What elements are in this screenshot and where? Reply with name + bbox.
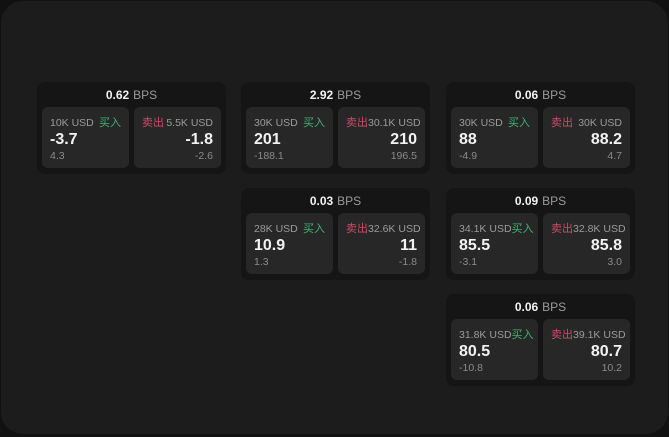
sell-tile[interactable]: 卖出 32.8K USD 85.8 3.0 (543, 213, 630, 274)
bps-unit-label: BPS (133, 87, 158, 102)
sell-price: 80.7 (590, 343, 622, 360)
buy-tile[interactable]: 31.8K USD 买入 80.5 -10.8 (451, 319, 538, 380)
buy-delta: 4.3 (50, 150, 65, 162)
bps-card: 0.06 BPS 31.8K USD 买入 80.5 -10.8 卖出 39.1… (446, 294, 635, 386)
sell-tile[interactable]: 卖出 30.1K USD 210 196.5 (338, 107, 425, 168)
sell-side-label: 卖出 (551, 223, 573, 235)
sell-side-label: 卖出 (551, 117, 573, 129)
card-header: 2.92 BPS (241, 82, 430, 107)
buy-price: 201 (254, 131, 281, 148)
buy-tile[interactable]: 34.1K USD 买入 85.5 -3.1 (451, 213, 538, 274)
sell-tile[interactable]: 卖出 39.1K USD 80.7 10.2 (543, 319, 630, 380)
buy-amount-label: 34.1K USD (459, 223, 512, 235)
sell-tile[interactable]: 卖出 32.6K USD 11 -1.8 (338, 213, 425, 274)
sell-tile[interactable]: 卖出 30K USD 88.2 4.7 (543, 107, 630, 168)
buy-amount-label: 10K USD (50, 117, 94, 129)
buy-side-label: 买入 (511, 223, 534, 235)
bps-value: 0.03 (309, 193, 334, 208)
bps-unit-label: BPS (542, 193, 567, 208)
sell-side-label: 卖出 (142, 117, 164, 129)
bps-card: 0.09 BPS 34.1K USD 买入 85.5 -3.1 卖出 32.8K… (446, 188, 635, 280)
buy-tile[interactable]: 10K USD 买入 -3.7 4.3 (42, 107, 129, 168)
card-header: 0.09 BPS (446, 188, 635, 213)
buy-side-label: 买入 (303, 117, 325, 129)
buy-amount-label: 30K USD (254, 117, 298, 129)
sell-amount-label: 5.5K USD (166, 117, 213, 129)
bps-unit-label: BPS (337, 87, 362, 102)
buy-side-label: 买入 (508, 117, 530, 129)
sell-price: -1.8 (185, 131, 213, 148)
card-header: 0.62 BPS (37, 82, 226, 107)
buy-tile[interactable]: 28K USD 买入 10.9 1.3 (246, 213, 333, 274)
bps-card: 0.62 BPS 10K USD 买入 -3.7 4.3 卖出 5.5K USD… (37, 82, 226, 174)
sell-amount-label: 32.8K USD (573, 223, 626, 235)
bps-unit-label: BPS (542, 87, 567, 102)
bps-value: 0.09 (514, 193, 539, 208)
buy-price: 85.5 (459, 237, 491, 254)
bps-value: 0.06 (514, 299, 539, 314)
sell-delta: -1.8 (398, 256, 417, 268)
buy-amount-label: 31.8K USD (459, 329, 512, 341)
buy-amount-label: 28K USD (254, 223, 298, 235)
buy-tile[interactable]: 30K USD 买入 201 -188.1 (246, 107, 333, 168)
buy-price: -3.7 (50, 131, 78, 148)
bps-card: 2.92 BPS 30K USD 买入 201 -188.1 卖出 30.1K … (241, 82, 430, 174)
sell-price: 85.8 (590, 237, 622, 254)
sell-delta: 3.0 (607, 256, 622, 268)
sell-amount-label: 30.1K USD (368, 117, 421, 129)
buy-price: 10.9 (254, 237, 286, 254)
sell-delta: 10.2 (601, 362, 622, 374)
bps-value: 0.06 (514, 87, 539, 102)
buy-side-label: 买入 (303, 223, 325, 235)
buy-side-label: 买入 (511, 329, 534, 341)
card-header: 0.06 BPS (446, 294, 635, 319)
sell-price: 210 (390, 131, 417, 148)
sell-side-label: 卖出 (346, 223, 368, 235)
buy-price: 88 (459, 131, 477, 148)
buy-delta: -10.8 (459, 362, 483, 374)
sell-price: 88.2 (590, 131, 622, 148)
sell-amount-label: 39.1K USD (573, 329, 626, 341)
sell-price: 11 (400, 237, 417, 254)
sell-amount-label: 30K USD (578, 117, 622, 129)
quote-tiles: 30K USD 买入 88 -4.9 卖出 30K USD 88.2 4.7 (446, 107, 635, 168)
sell-delta: -2.6 (194, 150, 213, 162)
quote-tiles: 30K USD 买入 201 -188.1 卖出 30.1K USD 210 1… (241, 107, 430, 168)
card-header: 0.06 BPS (446, 82, 635, 107)
quote-tiles: 10K USD 买入 -3.7 4.3 卖出 5.5K USD -1.8 -2.… (37, 107, 226, 168)
sell-tile[interactable]: 卖出 5.5K USD -1.8 -2.6 (134, 107, 221, 168)
buy-tile[interactable]: 30K USD 买入 88 -4.9 (451, 107, 538, 168)
buy-delta: -4.9 (459, 150, 478, 162)
bps-card: 0.06 BPS 30K USD 买入 88 -4.9 卖出 30K USD 8… (446, 82, 635, 174)
buy-amount-label: 30K USD (459, 117, 503, 129)
sell-delta: 4.7 (607, 150, 622, 162)
bps-unit-label: BPS (542, 299, 567, 314)
buy-delta: -3.1 (459, 256, 478, 268)
quote-tiles: 31.8K USD 买入 80.5 -10.8 卖出 39.1K USD 80.… (446, 319, 635, 380)
buy-price: 80.5 (459, 343, 491, 360)
quote-tiles: 28K USD 买入 10.9 1.3 卖出 32.6K USD 11 -1.8 (241, 213, 430, 274)
sell-side-label: 卖出 (346, 117, 368, 129)
buy-delta: -188.1 (254, 150, 284, 162)
bps-value: 0.62 (105, 87, 130, 102)
bps-card: 0.03 BPS 28K USD 买入 10.9 1.3 卖出 32.6K US… (241, 188, 430, 280)
bps-value: 2.92 (309, 87, 334, 102)
card-header: 0.03 BPS (241, 188, 430, 213)
buy-side-label: 买入 (99, 117, 121, 129)
bps-unit-label: BPS (337, 193, 362, 208)
sell-side-label: 卖出 (551, 329, 573, 341)
buy-delta: 1.3 (254, 256, 269, 268)
sell-amount-label: 32.6K USD (368, 223, 421, 235)
sell-delta: 196.5 (390, 150, 417, 162)
quote-tiles: 34.1K USD 买入 85.5 -3.1 卖出 32.8K USD 85.8… (446, 213, 635, 274)
